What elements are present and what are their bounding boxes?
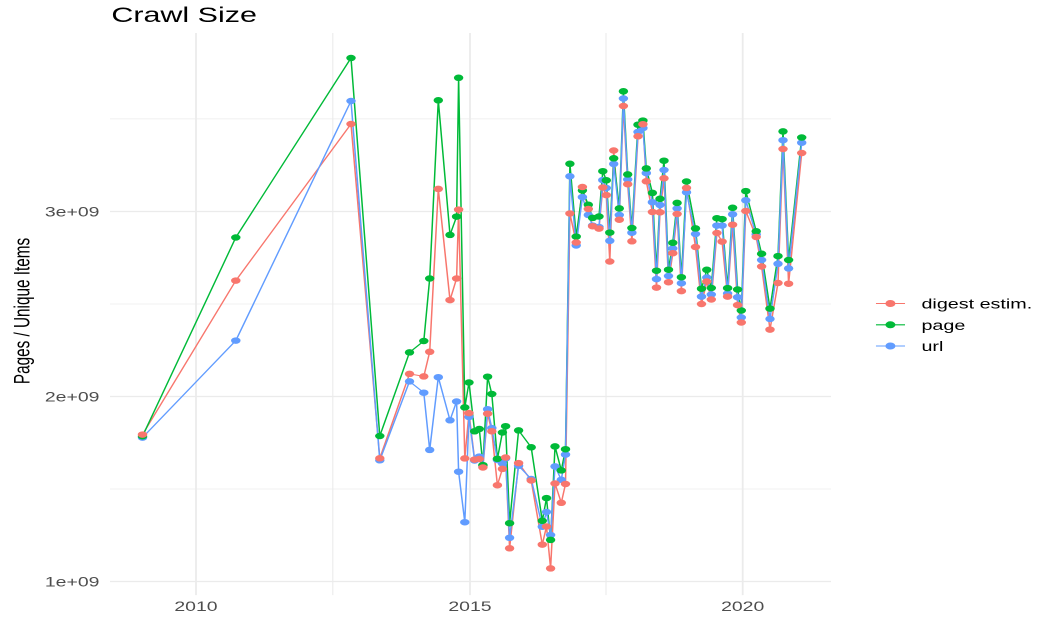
- svg-text:Crawl Size: Crawl Size: [111, 3, 257, 27]
- svg-text:url: url: [921, 339, 943, 354]
- svg-text:2015: 2015: [448, 599, 491, 614]
- svg-text:2020: 2020: [721, 599, 764, 614]
- svg-text:3e+09: 3e+09: [45, 204, 100, 219]
- svg-text:digest estim.: digest estim.: [921, 296, 1032, 311]
- svg-text:2010: 2010: [174, 599, 217, 614]
- svg-text:2e+09: 2e+09: [45, 389, 100, 404]
- svg-text:page: page: [921, 318, 965, 333]
- svg-text:1e+09: 1e+09: [45, 574, 100, 589]
- svg-text:Pages / Unique Items: Pages / Unique Items: [11, 238, 35, 384]
